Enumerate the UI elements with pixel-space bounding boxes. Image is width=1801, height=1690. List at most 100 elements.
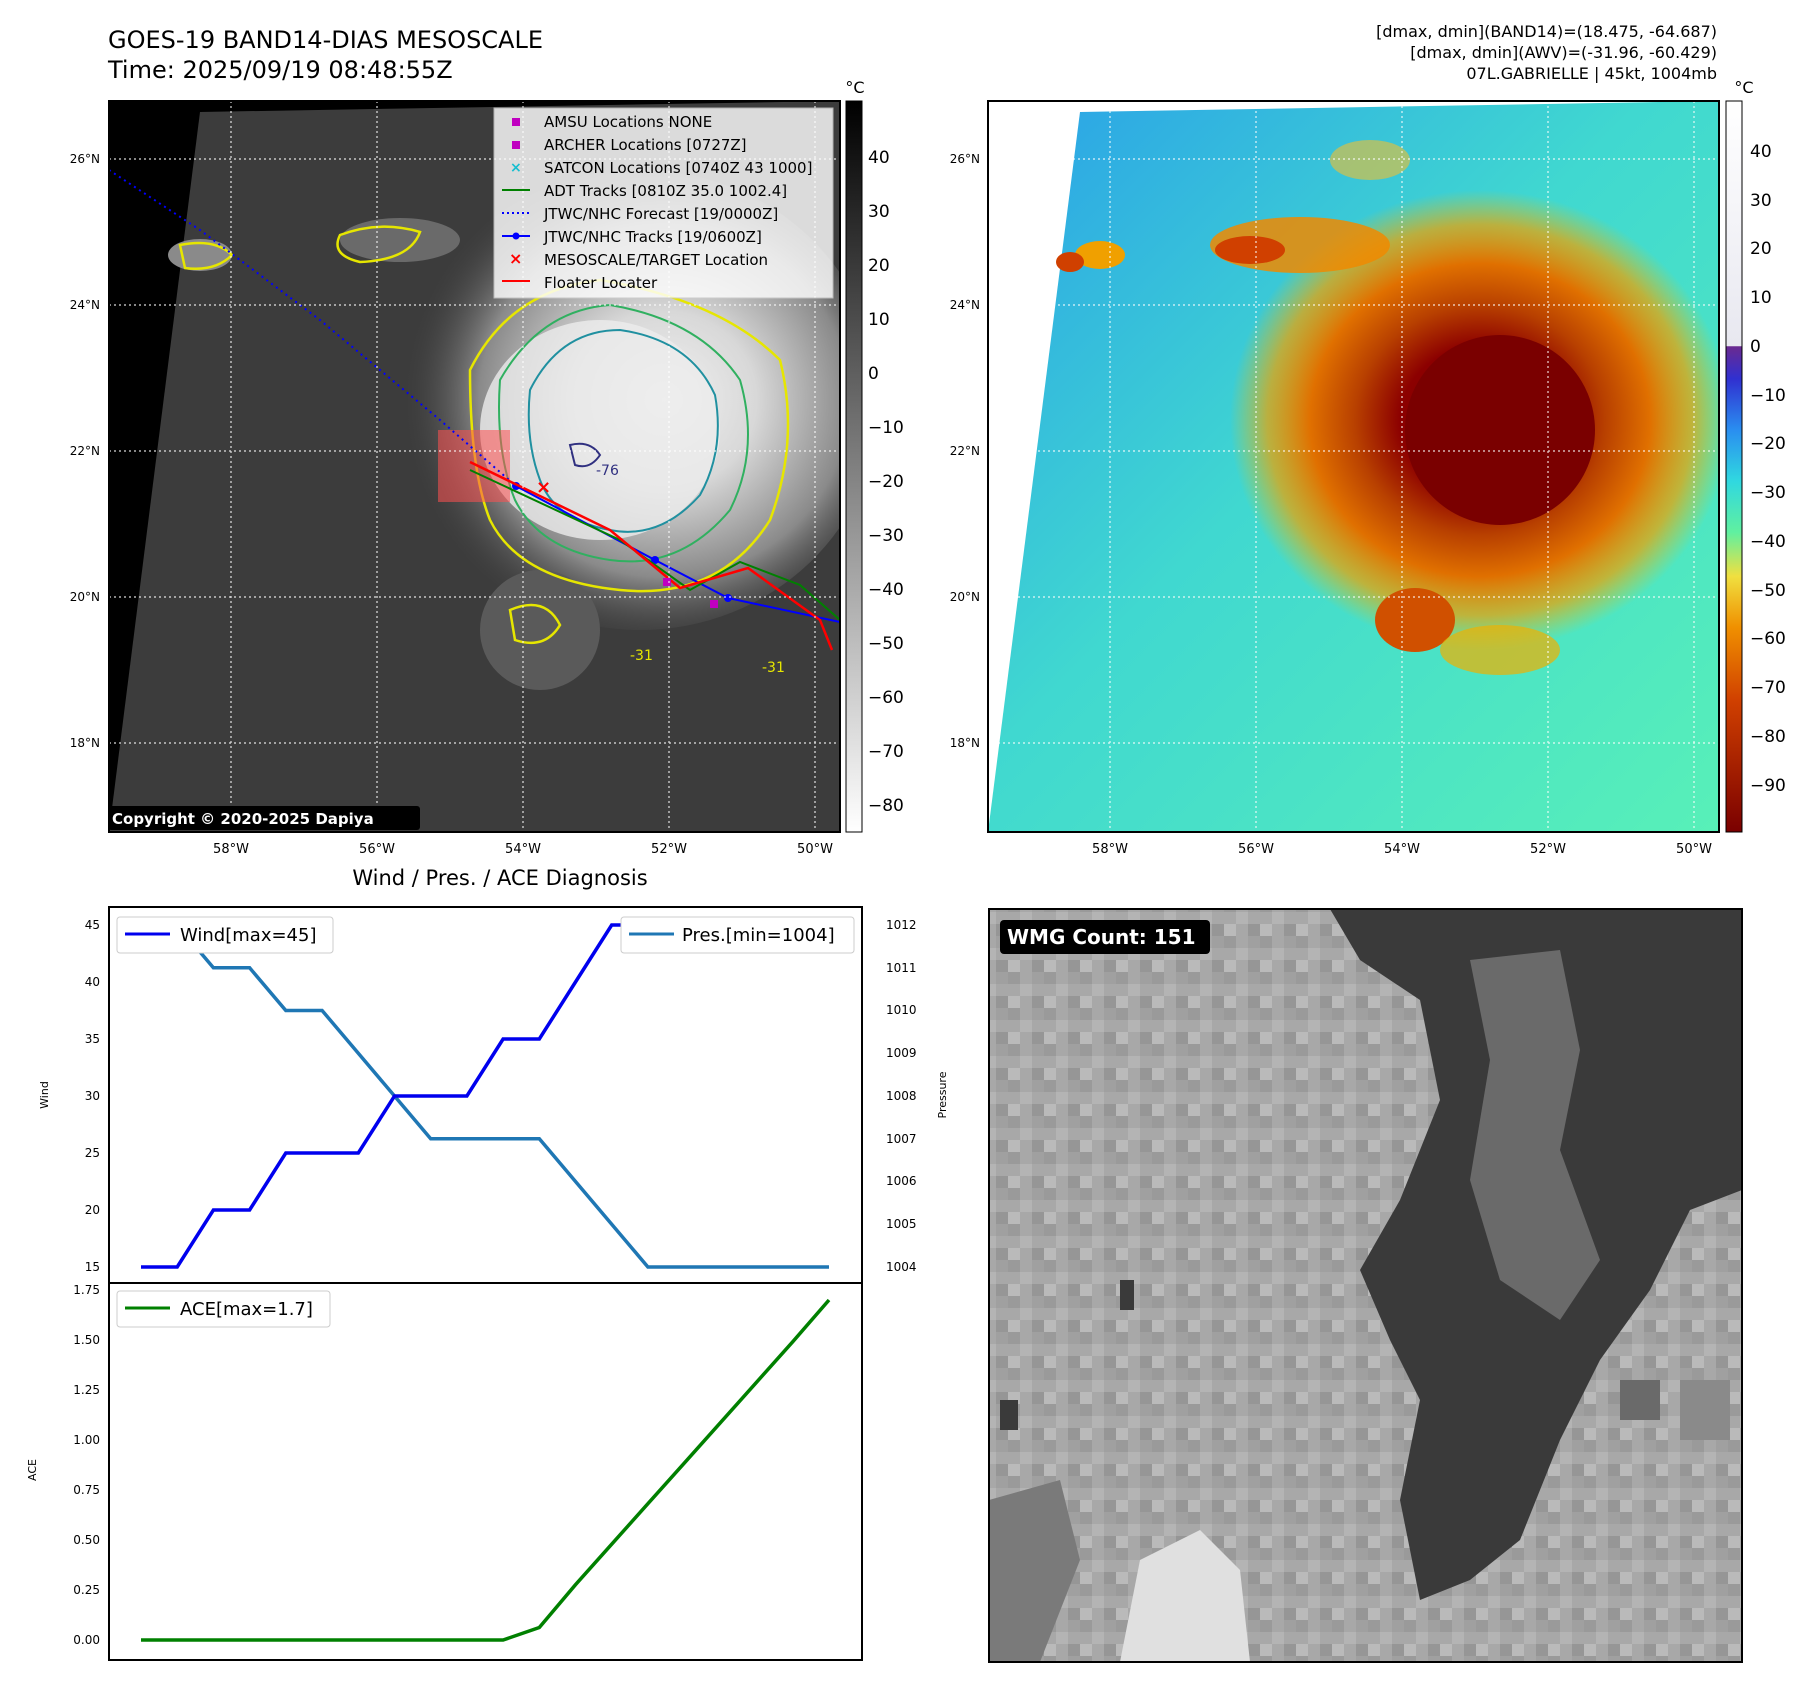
svg-text:56°W: 56°W	[1238, 842, 1274, 857]
pressure-axis-label: Pressure	[936, 1071, 949, 1118]
svg-text:1004: 1004	[886, 1260, 917, 1274]
ace-legend-label: ACE[max=1.7]	[180, 1299, 313, 1320]
svg-text:0: 0	[1750, 337, 1761, 357]
figure-title: GOES-19 BAND14-DIAS MESOSCALE	[108, 26, 544, 54]
legend-label: SATCON Locations [0740Z 43 1000]	[544, 159, 812, 177]
ace-panel: 1.75 1.50 1.25 1.00 0.75 0.50 0.25 0.00 …	[26, 1282, 863, 1661]
wmg-panel	[989, 909, 1742, 1662]
svg-text:−40: −40	[868, 580, 904, 600]
stats-line-3: 07L.GABRIELLE | 45kt, 1004mb	[1466, 64, 1717, 83]
wind-legend-label: Wind[max=45]	[180, 925, 317, 946]
svg-text:24°N: 24°N	[70, 298, 100, 312]
svg-text:10: 10	[868, 310, 890, 330]
svg-text:58°W: 58°W	[213, 842, 249, 857]
left-map-lat-labels: 26°N 24°N 22°N 20°N 18°N	[70, 152, 100, 750]
map-legend: × × AMSU Locations NONE ARCHER Locations…	[493, 107, 834, 299]
svg-text:−80: −80	[1750, 727, 1786, 747]
legend-swatch-archer	[512, 141, 520, 149]
svg-text:20: 20	[85, 1203, 100, 1217]
svg-text:1006: 1006	[886, 1174, 917, 1188]
contour-label: -31	[630, 648, 653, 664]
svg-text:0: 0	[868, 364, 879, 384]
stats-line-2: [dmax, dmin](AWV)=(-31.96, -60.429)	[1410, 43, 1717, 62]
ace-legend	[116, 1290, 331, 1328]
svg-text:−70: −70	[1750, 678, 1786, 698]
svg-text:−60: −60	[1750, 629, 1786, 649]
right-map-lon-labels: 58°W 56°W 54°W 52°W 50°W	[1092, 842, 1712, 857]
svg-text:10: 10	[1750, 288, 1772, 308]
wmg-count-badge	[1000, 920, 1210, 954]
pressure-legend	[620, 916, 855, 954]
svg-text:35: 35	[85, 1032, 100, 1046]
svg-text:−20: −20	[868, 472, 904, 492]
svg-text:40: 40	[85, 975, 100, 989]
right-map-lat-labels: 26°N 24°N 22°N 20°N 18°N	[950, 152, 980, 750]
wind-legend	[116, 916, 334, 954]
svg-text:22°N: 22°N	[950, 444, 980, 458]
svg-text:1010: 1010	[886, 1003, 917, 1017]
legend-label: JTWC/NHC Tracks [19/0600Z]	[543, 228, 762, 246]
svg-text:1007: 1007	[886, 1132, 917, 1146]
svg-text:15: 15	[85, 1260, 100, 1274]
svg-text:1008: 1008	[886, 1089, 917, 1103]
svg-text:45: 45	[85, 918, 100, 932]
diagnosis-title: Wind / Pres. / ACE Diagnosis	[352, 866, 647, 890]
adt-track	[469, 469, 840, 621]
legend-label: JTWC/NHC Forecast [19/0000Z]	[543, 205, 778, 223]
legend-label: ADT Tracks [0810Z 35.0 1002.4]	[544, 182, 787, 200]
svg-text:−30: −30	[1750, 483, 1786, 503]
legend-label: ARCHER Locations [0727Z]	[544, 136, 747, 154]
svg-text:50°W: 50°W	[797, 842, 833, 857]
legend-swatch-amsu	[512, 118, 520, 126]
svg-text:1009: 1009	[886, 1046, 917, 1060]
svg-text:1.25: 1.25	[73, 1383, 100, 1397]
svg-text:52°W: 52°W	[1530, 842, 1566, 857]
svg-text:−30: −30	[868, 526, 904, 546]
ace-axis-label: ACE	[26, 1459, 39, 1481]
svg-text:40: 40	[868, 148, 890, 168]
archer-marker	[710, 600, 718, 608]
left-colorbar: °C 40 30 20 10 0 −10 −20 −30 −40 −50 −60…	[845, 78, 904, 833]
svg-text:°C: °C	[1734, 78, 1753, 97]
legend-swatch-target: ×	[509, 249, 522, 268]
svg-text:20°N: 20°N	[70, 590, 100, 604]
svg-text:58°W: 58°W	[1092, 842, 1128, 857]
copyright-text: Copyright © 2020-2025 Dapiya	[112, 810, 374, 828]
svg-text:−50: −50	[868, 634, 904, 654]
legend-label: AMSU Locations NONE	[544, 113, 712, 131]
svg-text:20: 20	[1750, 239, 1772, 259]
svg-text:1.75: 1.75	[73, 1283, 100, 1297]
svg-text:54°W: 54°W	[505, 842, 541, 857]
wind-pressure-panel: 45 40 35 30 25 20 15 1012 1011 1010 1009…	[38, 906, 949, 1284]
right-colorbar: °C 40 30 20 10 0 −10 −20 −30 −40 −50 −60…	[1725, 78, 1786, 833]
svg-text:1.50: 1.50	[73, 1333, 100, 1347]
ace-axis-ticks: 1.75 1.50 1.25 1.00 0.75 0.50 0.25 0.00	[73, 1283, 100, 1647]
svg-text:−10: −10	[868, 418, 904, 438]
left-map-lon-labels: 58°W 56°W 54°W 52°W 50°W	[213, 842, 833, 857]
svg-text:20: 20	[868, 256, 890, 276]
legend-label: Floater Locater	[544, 274, 658, 292]
svg-text:54°W: 54°W	[1384, 842, 1420, 857]
svg-text:−40: −40	[1750, 532, 1786, 552]
svg-text:−10: −10	[1750, 386, 1786, 406]
figure-time: Time: 2025/09/19 08:48:55Z	[108, 56, 453, 84]
legend-label: MESOSCALE/TARGET Location	[544, 251, 768, 269]
svg-text:18°N: 18°N	[70, 736, 100, 750]
floater-box	[438, 430, 510, 502]
svg-text:25: 25	[85, 1146, 100, 1160]
ace-line	[141, 1298, 831, 1642]
svg-text:1.00: 1.00	[73, 1433, 100, 1447]
wind-axis-ticks: 45 40 35 30 25 20 15	[85, 918, 100, 1274]
archer-marker	[663, 578, 671, 586]
wmg-count-label: WMG Count: 151	[1007, 925, 1196, 949]
svg-text:0.75: 0.75	[73, 1483, 100, 1497]
svg-text:24°N: 24°N	[950, 298, 980, 312]
svg-text:56°W: 56°W	[359, 842, 395, 857]
svg-text:−60: −60	[868, 688, 904, 708]
floater-track	[469, 460, 834, 651]
svg-text:°C: °C	[845, 78, 864, 97]
svg-text:20°N: 20°N	[950, 590, 980, 604]
legend-swatch-satcon: ×	[510, 160, 522, 176]
svg-text:−70: −70	[868, 742, 904, 762]
